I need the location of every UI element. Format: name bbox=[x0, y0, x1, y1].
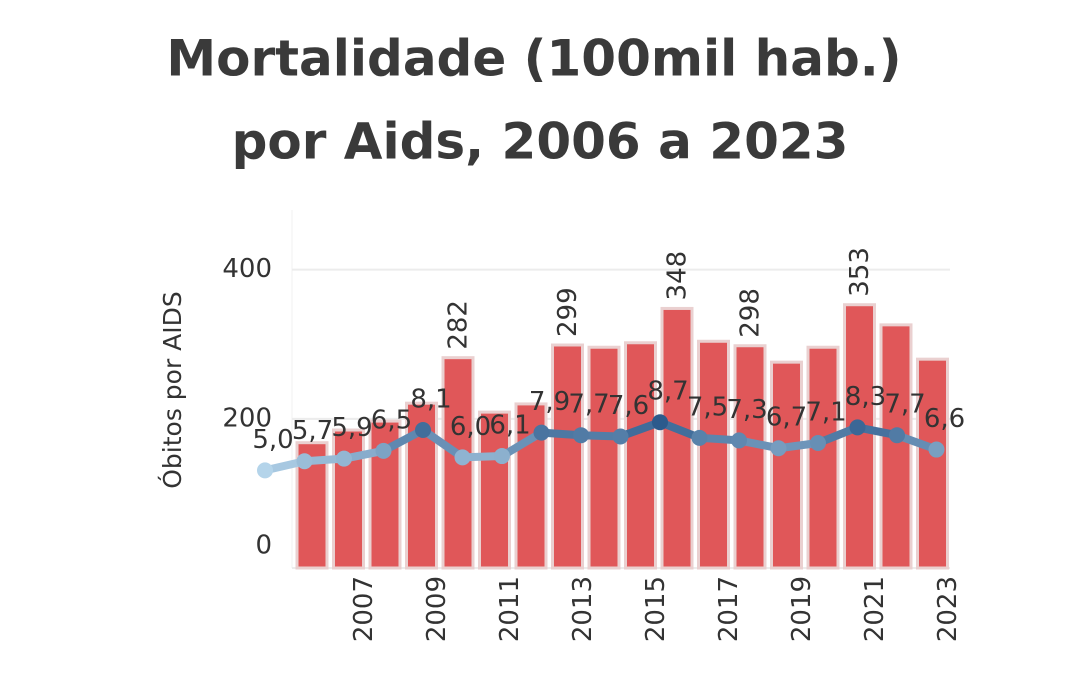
x-tick-label: 2017 bbox=[714, 576, 744, 642]
chart-title: por Aids, 2006 a 2023 bbox=[232, 113, 849, 171]
bar bbox=[770, 360, 803, 570]
line-point bbox=[889, 427, 905, 444]
bar bbox=[916, 357, 949, 570]
line-point bbox=[375, 442, 392, 459]
x-tick-label: 2021 bbox=[860, 576, 890, 642]
x-tick-label: 2013 bbox=[568, 576, 598, 642]
x-tick-label: 2015 bbox=[641, 576, 671, 642]
bar-value-label: 348 bbox=[663, 251, 693, 301]
line-value-label: 7,1 bbox=[805, 398, 846, 428]
line-point bbox=[296, 453, 313, 470]
line-value-label: 6,6 bbox=[924, 404, 965, 434]
line-value-label: 7,6 bbox=[608, 391, 649, 421]
x-tick-label: 2019 bbox=[787, 576, 817, 642]
line-value-label: 7,7 bbox=[884, 390, 925, 420]
line-point bbox=[454, 449, 471, 466]
line-value-label: 7,9 bbox=[529, 387, 570, 417]
bar bbox=[697, 339, 730, 570]
line-point bbox=[533, 424, 550, 441]
line-point bbox=[257, 462, 273, 479]
line-segment bbox=[419, 426, 467, 462]
bar bbox=[733, 344, 767, 570]
line-value-label: 5,0 bbox=[252, 425, 293, 455]
x-tick-label: 2011 bbox=[495, 576, 525, 642]
bar bbox=[843, 303, 876, 570]
bar-value-label: 353 bbox=[845, 247, 875, 297]
bar bbox=[879, 323, 913, 570]
y-tick-label: 400 bbox=[222, 254, 272, 284]
bar-value-label: 298 bbox=[736, 288, 766, 338]
line-value-label: 6,1 bbox=[489, 411, 530, 441]
x-tick-label: 2009 bbox=[422, 576, 452, 642]
y-axis-title: Óbitos por AIDS bbox=[157, 291, 187, 489]
line-point bbox=[731, 432, 747, 449]
bar bbox=[806, 345, 840, 570]
bar bbox=[660, 306, 694, 570]
line-point bbox=[691, 429, 708, 446]
line-value-label: 6,0 bbox=[450, 412, 491, 442]
bar-value-label: 282 bbox=[444, 300, 474, 350]
line-point bbox=[415, 422, 431, 439]
line-point bbox=[336, 450, 352, 467]
line-value-label: 6,5 bbox=[371, 405, 412, 435]
chart-title: Mortalidade (100mil hab.) bbox=[166, 30, 901, 88]
line-value-label: 5,9 bbox=[331, 413, 372, 443]
line-point bbox=[494, 448, 510, 465]
bar bbox=[332, 428, 365, 570]
line-point bbox=[810, 435, 826, 452]
line-point bbox=[573, 427, 589, 444]
bar-value-label: 299 bbox=[553, 287, 583, 337]
line-point bbox=[652, 414, 668, 431]
x-tick-label: 2023 bbox=[933, 576, 963, 642]
line-value-label: 7,5 bbox=[687, 392, 728, 422]
line-point bbox=[770, 440, 787, 457]
y-tick-label: 200 bbox=[222, 403, 272, 433]
bar bbox=[587, 345, 621, 570]
line-point bbox=[612, 428, 629, 445]
bar bbox=[624, 341, 657, 570]
line-value-label: 8,1 bbox=[410, 385, 451, 415]
line-value-label: 7,3 bbox=[726, 395, 767, 425]
y-tick-label: 0 bbox=[255, 531, 272, 561]
bar bbox=[551, 343, 584, 570]
x-tick-label: 2007 bbox=[349, 576, 379, 642]
line-value-label: 8,3 bbox=[845, 382, 886, 412]
line-value-label: 5,7 bbox=[292, 416, 333, 446]
line-point bbox=[849, 419, 866, 436]
line-point bbox=[928, 441, 945, 458]
bar bbox=[478, 410, 511, 570]
line-value-label: 7,7 bbox=[568, 390, 609, 420]
line-value-label: 8,7 bbox=[647, 377, 688, 407]
line-value-label: 6,7 bbox=[766, 403, 807, 433]
